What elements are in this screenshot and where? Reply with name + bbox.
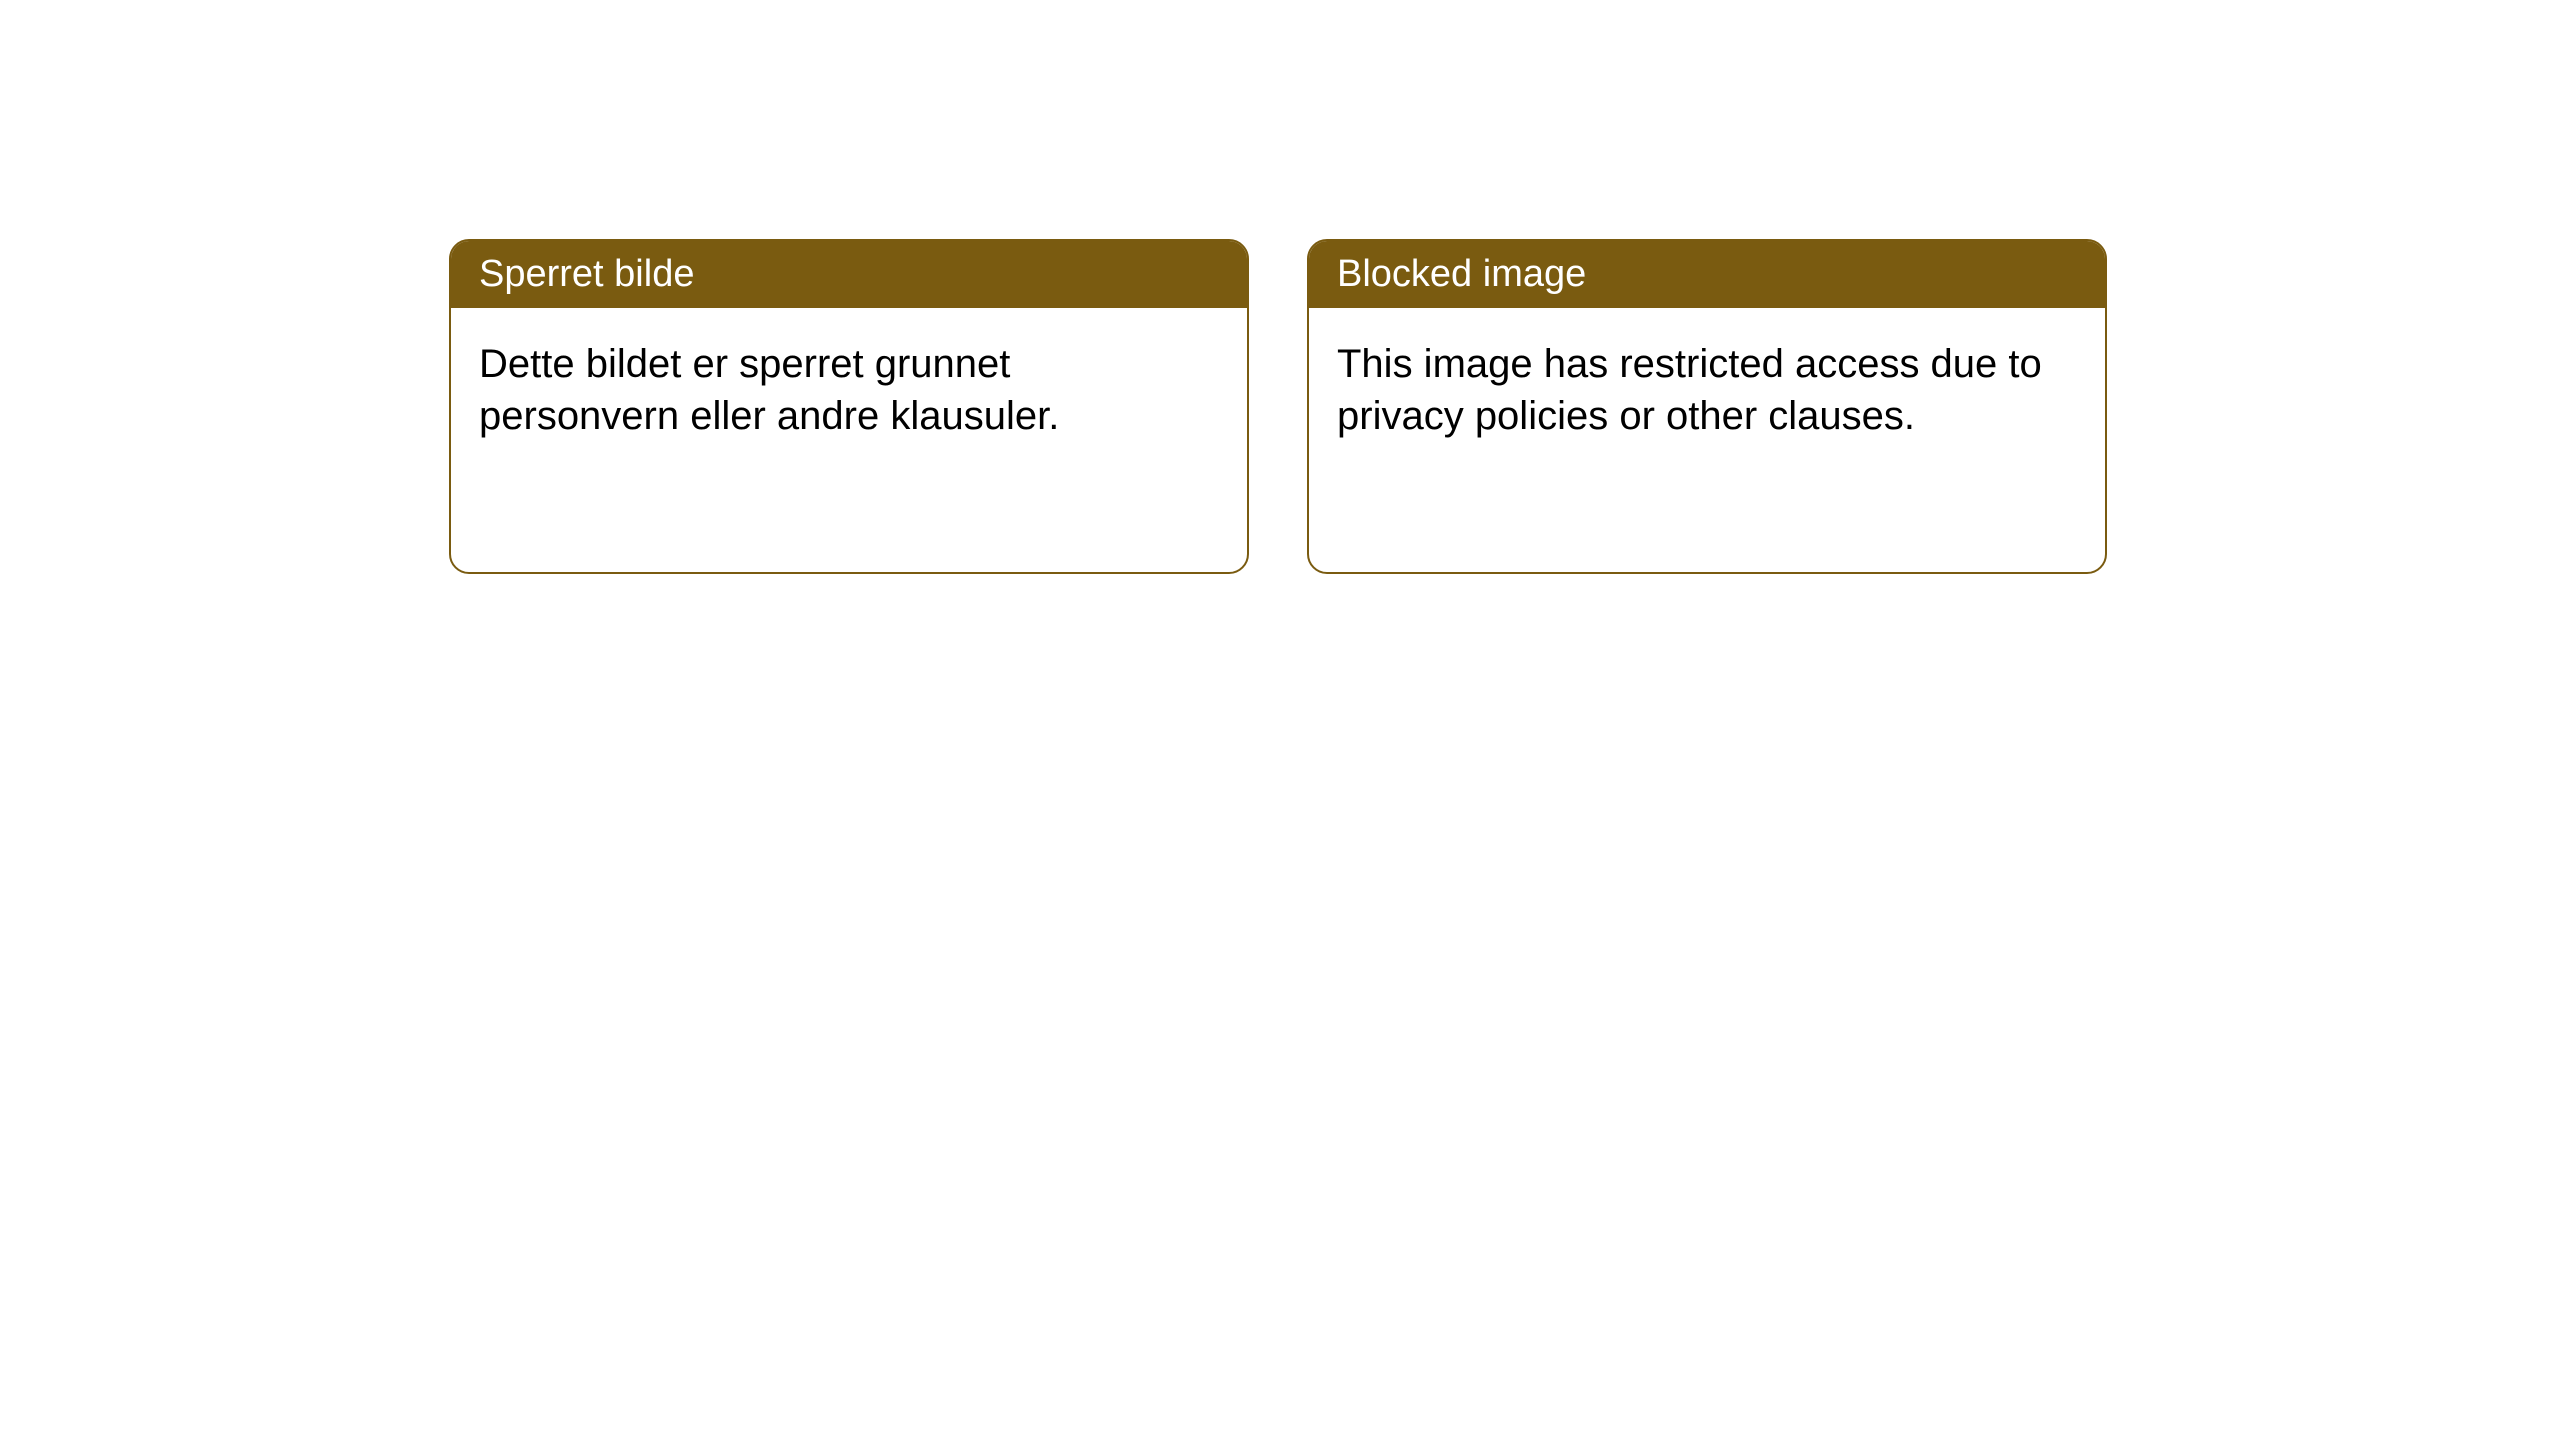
card-header: Sperret bilde	[451, 241, 1247, 308]
card-header: Blocked image	[1309, 241, 2105, 308]
card-body-text: This image has restricted access due to …	[1337, 342, 2042, 438]
card-title: Sperret bilde	[479, 253, 694, 295]
notice-card-container: Sperret bilde Dette bildet er sperret gr…	[449, 239, 2107, 574]
card-body: Dette bildet er sperret grunnet personve…	[451, 308, 1247, 472]
card-title: Blocked image	[1337, 253, 1586, 295]
notice-card-norwegian: Sperret bilde Dette bildet er sperret gr…	[449, 239, 1249, 574]
card-body: This image has restricted access due to …	[1309, 308, 2105, 472]
card-body-text: Dette bildet er sperret grunnet personve…	[479, 342, 1059, 438]
notice-card-english: Blocked image This image has restricted …	[1307, 239, 2107, 574]
